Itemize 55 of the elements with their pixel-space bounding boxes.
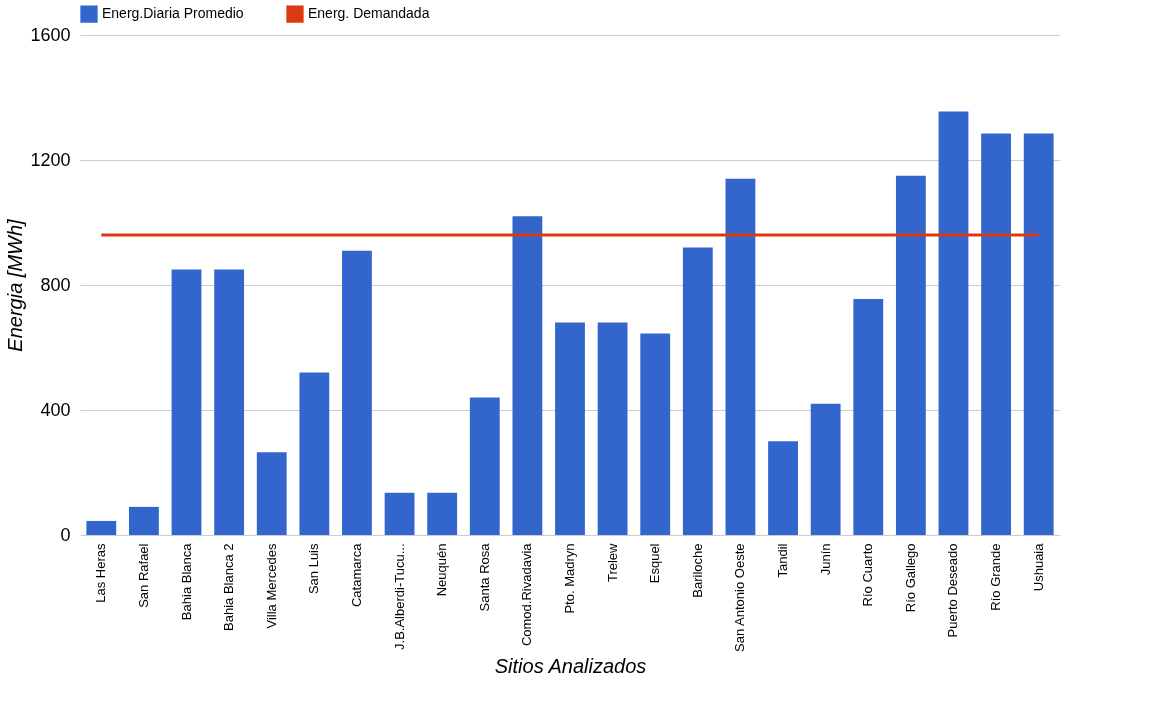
x-tick-label: Río Grande [988, 543, 1004, 611]
bar [342, 250, 372, 535]
x-tick-label: Pto. Madryn [562, 543, 577, 614]
bar [1023, 133, 1054, 535]
bar [640, 333, 671, 535]
x-tick-label: Villa Mercedes [263, 543, 279, 629]
bar [86, 520, 117, 535]
x-tick-label: Trelew [604, 542, 620, 583]
bar [597, 322, 628, 535]
bar [895, 175, 926, 535]
x-tick-label: Río Gallego [902, 543, 918, 613]
x-tick-label: Las Heras [93, 543, 109, 603]
bar [768, 441, 798, 535]
bar [853, 299, 884, 535]
x-tick-label: Tandil [775, 543, 791, 578]
legend-label: Energ.Diaria Promedio [102, 5, 244, 22]
bar [981, 133, 1011, 535]
bar [555, 322, 585, 535]
x-tick-label: Bariloche [689, 543, 705, 598]
x-tick-label: Catamarca [348, 542, 364, 608]
bar [129, 506, 159, 535]
x-tick-label: Puerto Deseado [945, 543, 961, 638]
bar [810, 403, 841, 535]
x-axis-title: Sitios Analizados [494, 654, 647, 677]
x-tick-label: San Antonio Oeste [732, 543, 748, 652]
bar [171, 269, 202, 535]
y-tick-label: 0 [60, 524, 71, 545]
bar [256, 452, 287, 535]
bar [512, 216, 543, 535]
x-tick-label: J.B.Alberdi-Tucu... [391, 543, 407, 650]
legend-label: Energ. Demandada [308, 5, 430, 22]
y-tick-label: 1200 [30, 149, 71, 170]
y-tick-label: 1600 [30, 24, 71, 45]
bar [938, 111, 969, 535]
x-tick-label: San Rafael [135, 543, 151, 608]
bar [427, 492, 458, 535]
bar [469, 397, 500, 535]
bar [299, 372, 330, 535]
x-tick-label: Santa Rosa [476, 542, 492, 612]
y-tick-label: 800 [40, 274, 71, 295]
x-tick-label: Neuquén [434, 543, 450, 597]
x-tick-label: Ushuaia [1030, 542, 1046, 592]
x-tick-label: Esquel [647, 543, 663, 584]
bar [682, 247, 713, 535]
x-tick-label: Junín [817, 543, 833, 576]
bar [384, 492, 415, 535]
bar [214, 269, 245, 535]
y-tick-label: 400 [40, 399, 71, 420]
x-tick-label: Bahia Blanca 2 [221, 543, 237, 631]
x-tick-label: Bahia Blanca [178, 542, 194, 621]
x-tick-label: San Luis [306, 543, 322, 595]
x-tick-label: Río Cuarto [860, 543, 876, 607]
y-axis-title: Energia [MWh] [4, 218, 27, 352]
x-tick-label: Comod.Rivadavia [519, 542, 535, 647]
bar [725, 178, 756, 535]
